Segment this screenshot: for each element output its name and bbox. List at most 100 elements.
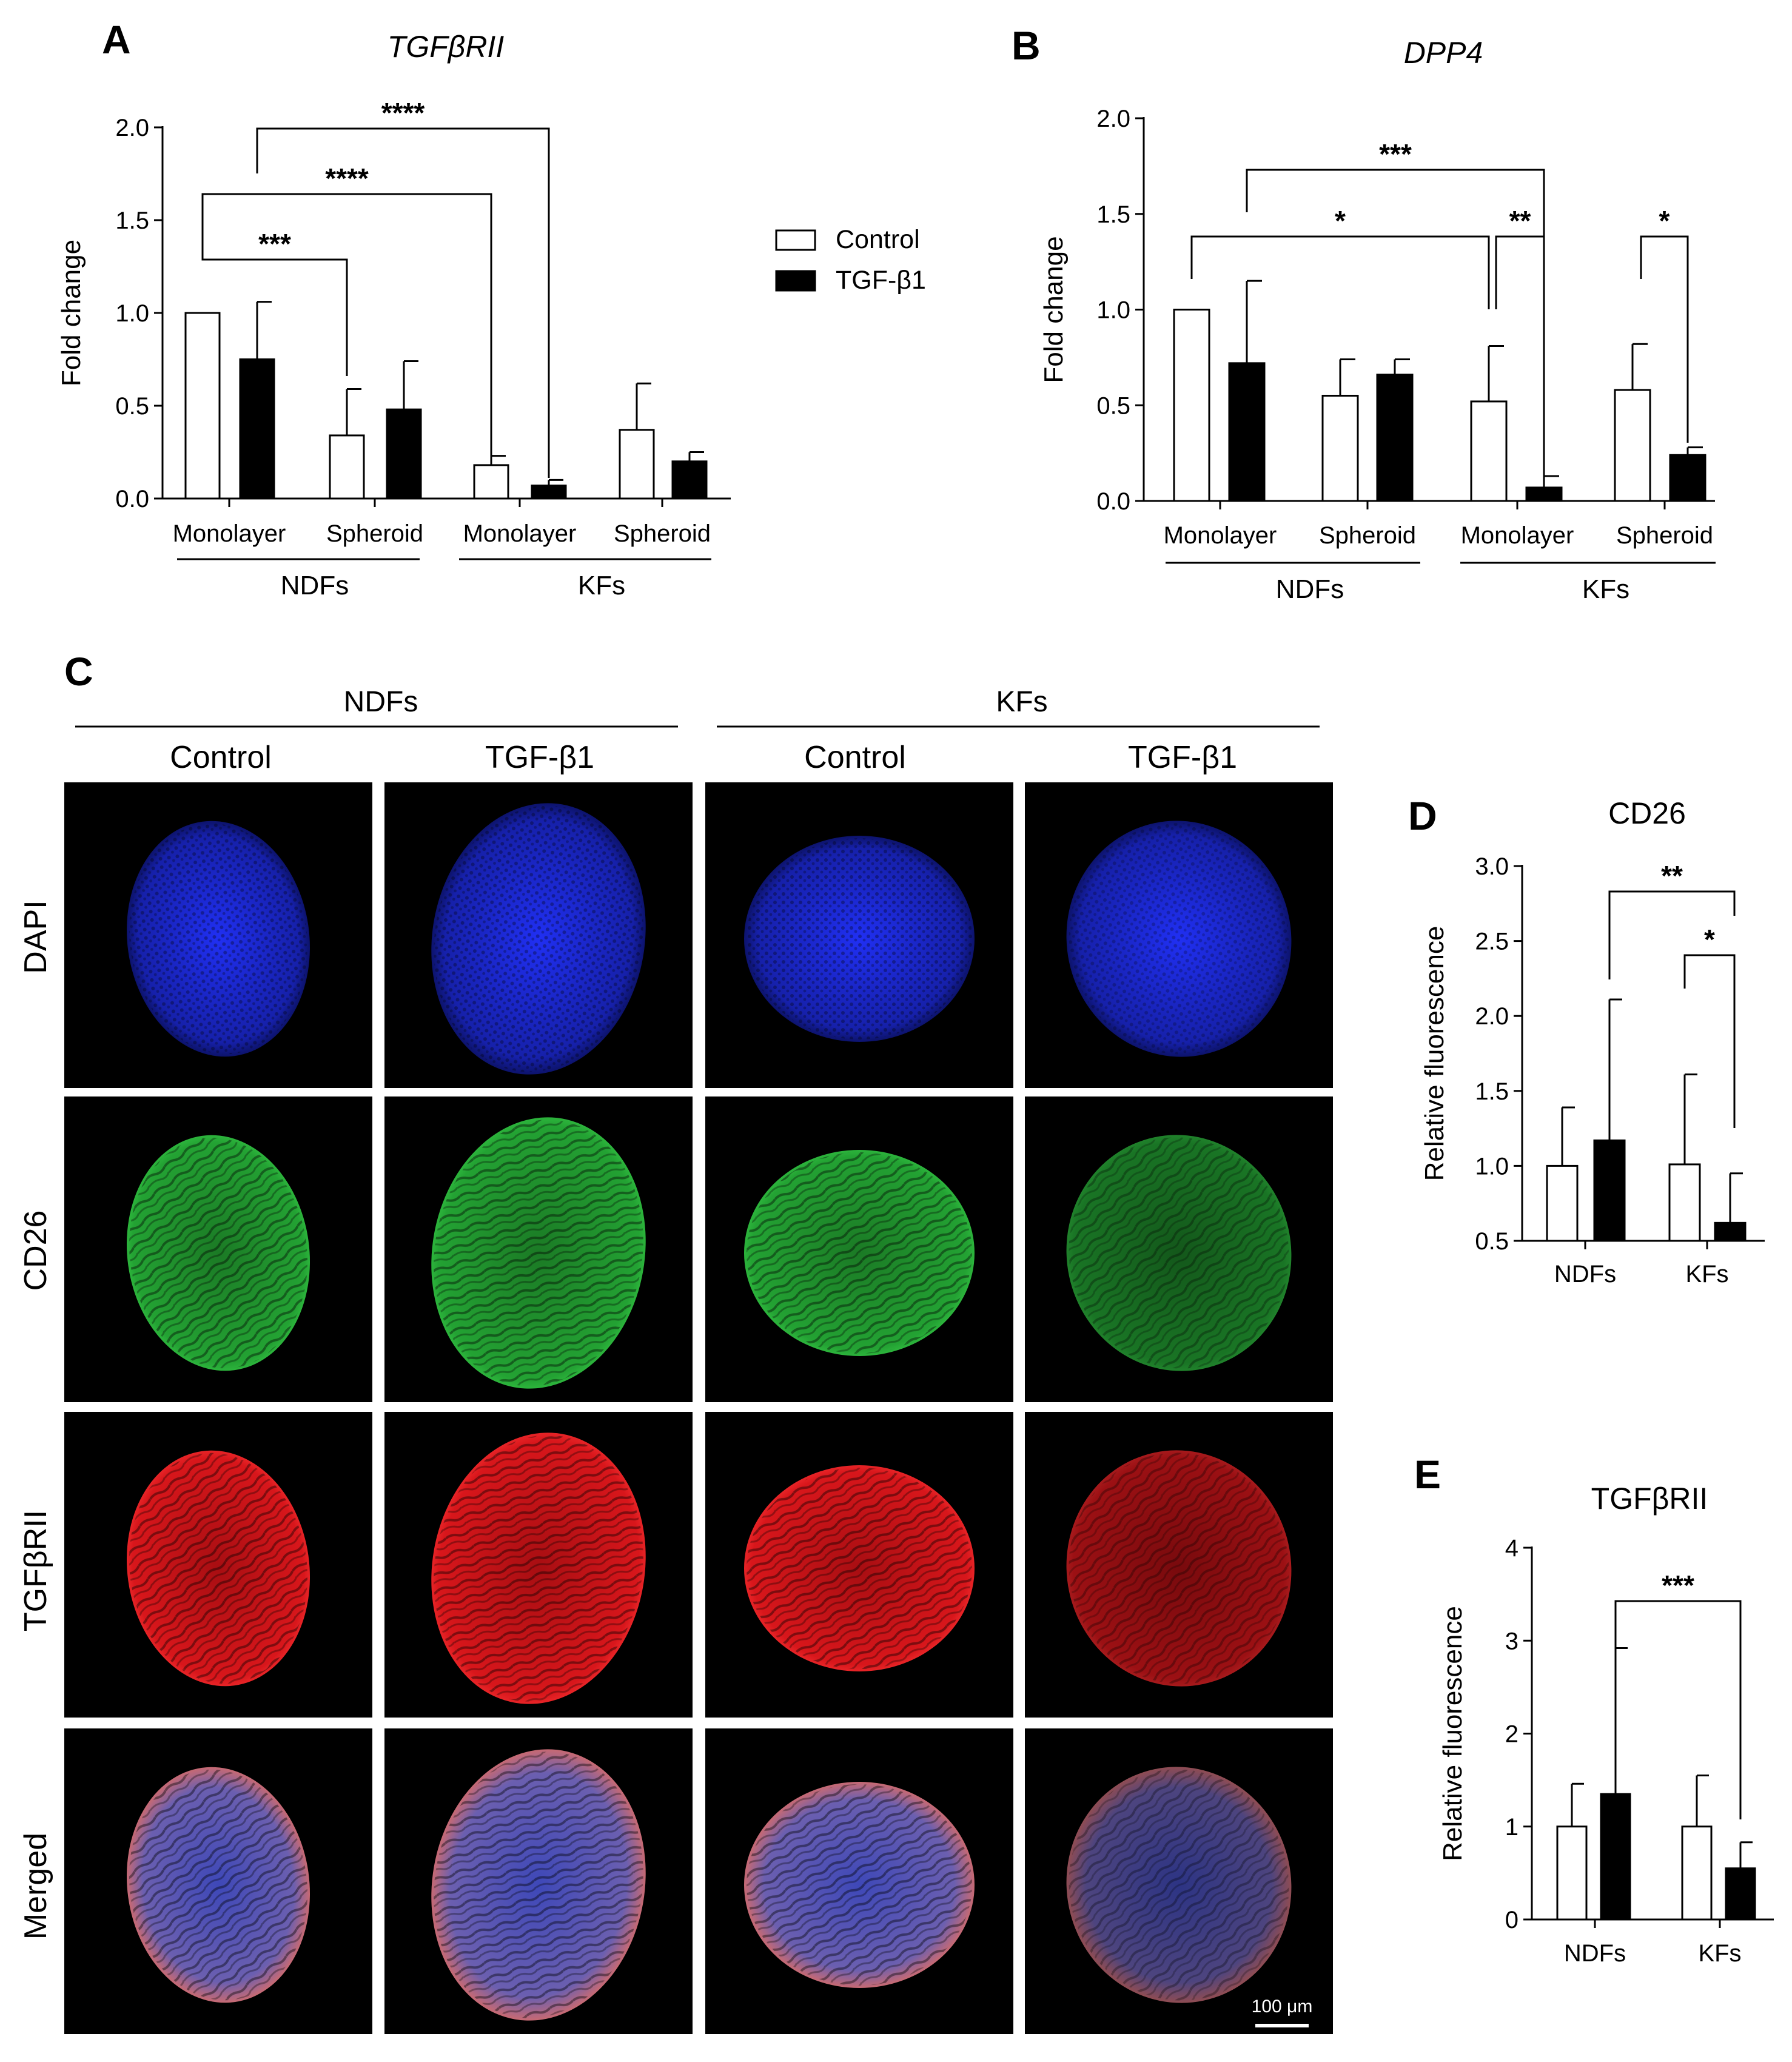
bar-tgf (1725, 1867, 1756, 1921)
bar-tgf (671, 460, 708, 500)
y-tick-label: 0.5 (1475, 1228, 1509, 1255)
y-tick-label: 0.0 (115, 486, 149, 512)
micrograph-cd26-3 (705, 1096, 1013, 1402)
chart-d: CD26 Relative fluorescence 0.5 1.0 1.5 2.0 2.5… (1420, 796, 1765, 1288)
bar-control (619, 429, 655, 500)
significance-label: * (1335, 205, 1346, 237)
chart-title-b: DPP4 (1404, 36, 1483, 70)
group-label: NDFs (1276, 574, 1344, 604)
spheroid-texture (747, 838, 972, 1039)
x-tick-label: Spheroid (326, 520, 423, 547)
panel-c-row-tgfbrii: TGFβRII (18, 1510, 53, 1631)
y-tick-label: 0 (1505, 1907, 1519, 1933)
spheroid-texture (129, 1137, 308, 1369)
spheroid-texture (1069, 823, 1289, 1055)
y-tick-label: 1.5 (1096, 201, 1130, 228)
panel-c-col-tgf-2: TGF-β1 (1128, 740, 1237, 775)
micrograph-tgfβrii-1 (64, 1412, 372, 1718)
micrograph-tgfβrii-2 (384, 1412, 693, 1718)
micrograph-merged-1 (64, 1728, 372, 2034)
significance-bracket (1495, 235, 1545, 479)
x-tick-label: Spheroid (1319, 522, 1416, 549)
significance-bracket (1640, 235, 1689, 443)
x-tick-label: Monolayer (1461, 522, 1574, 549)
bar-control (1614, 389, 1651, 502)
y-tick-label: 3 (1505, 1628, 1519, 1654)
panel-c-col-control-2: Control (804, 740, 906, 775)
x-tick-label: Spheroid (1616, 522, 1713, 549)
micrograph-cd26-1 (64, 1096, 372, 1402)
spheroid-texture (434, 805, 643, 1072)
y-tick-label: 1.5 (1475, 1078, 1509, 1105)
y-tick-label: 0.0 (1096, 488, 1130, 515)
panel-c-row-merged: Merged (18, 1833, 53, 1939)
spheroid-texture (747, 1468, 972, 1669)
panel-c-group-ndfs: NDFs (344, 686, 418, 718)
x-tick-label: KFs (1698, 1940, 1741, 1967)
significance-label: *** (1662, 1570, 1694, 1601)
y-tick-label: 2.0 (1475, 1003, 1509, 1030)
y-tick-label: 2.0 (115, 115, 149, 141)
bar-control (184, 312, 221, 500)
significance-label: *** (258, 228, 291, 260)
legend: Control TGF-β1 (775, 225, 926, 295)
x-tick-label: Monolayer (173, 520, 286, 547)
y-tick-label: 1.0 (1475, 1153, 1509, 1180)
y-tick-label: 1.5 (115, 207, 149, 234)
bar-tgf (1525, 486, 1563, 502)
spheroid-texture (434, 1751, 643, 2018)
chart-title-e: TGFβRII (1591, 1482, 1708, 1516)
x-tick-label: Spheroid (614, 520, 711, 547)
x-tick-label: NDFs (1554, 1261, 1616, 1288)
bar-tgf (1600, 1793, 1631, 1921)
y-axis-label-d: Relative fluorescence (1420, 926, 1449, 1181)
y-tick-label: 2 (1505, 1721, 1519, 1748)
chart-e: TGFβRII Relative fluorescence 0 1 2 3 4 NDFs KFs… (1438, 1482, 1774, 1967)
significance-bracket (201, 218, 348, 376)
panel-c-col-control-1: Control (170, 740, 272, 775)
bar-control (1668, 1163, 1701, 1242)
y-tick-label: 0.5 (115, 393, 149, 420)
y-axis-label-b: Fold change (1039, 236, 1069, 383)
significance-label: ** (1661, 860, 1683, 892)
legend-swatch-tgf (775, 270, 816, 292)
y-tick-label: 1 (1505, 1814, 1519, 1841)
bar-tgf (1228, 362, 1266, 502)
panel-c-microscopy: NDFs KFs Control TGF-β1 Control TGF-β1 D… (18, 686, 1333, 2034)
bar-tgf (1714, 1221, 1747, 1242)
bar-tgf (1376, 374, 1414, 502)
bar-tgf (239, 358, 275, 500)
significance-label: **** (381, 97, 425, 129)
panel-c-group-kfs: KFs (996, 686, 1047, 718)
spheroid-texture (1069, 1769, 1289, 2001)
spheroid-texture (434, 1435, 643, 1702)
spheroid-texture (747, 1784, 972, 1986)
micrograph-merged-2 (384, 1728, 693, 2034)
panel-c-col-tgf-1: TGF-β1 (485, 740, 594, 775)
bar-control (1681, 1825, 1713, 1921)
x-tick-label: Monolayer (1164, 522, 1277, 549)
bar-tgf (386, 408, 422, 500)
significance-bracket (1683, 954, 1736, 1128)
scalebar-label: 100 μm (1252, 1997, 1313, 2017)
significance-bracket (1614, 1600, 1742, 1819)
group-label: KFs (578, 571, 625, 600)
significance-bracket (1190, 235, 1490, 309)
spheroid-texture (434, 1120, 643, 1386)
group-label: NDFs (281, 571, 349, 600)
significance-label: **** (325, 163, 369, 194)
micrograph-tgfβrii-3 (705, 1412, 1013, 1718)
legend-label-control: Control (836, 225, 920, 254)
y-tick-label: 2.5 (1475, 929, 1509, 955)
panel-c-row-dapi: DAPI (18, 900, 53, 973)
chart-title-d: CD26 (1608, 796, 1686, 830)
spheroid-texture (1069, 1137, 1289, 1369)
micrograph-merged-3 (705, 1728, 1013, 2034)
y-tick-label: 1.0 (115, 300, 149, 327)
spheroid-texture (129, 1769, 308, 2001)
chart-b: DPP4 Fold change 0.0 0.5 1.0 1.5 2.0 Monolayer S… (1039, 36, 1716, 604)
panel-letter-e: E (1414, 1452, 1441, 1497)
group-label: KFs (1582, 574, 1629, 604)
bar-control (1470, 400, 1508, 502)
